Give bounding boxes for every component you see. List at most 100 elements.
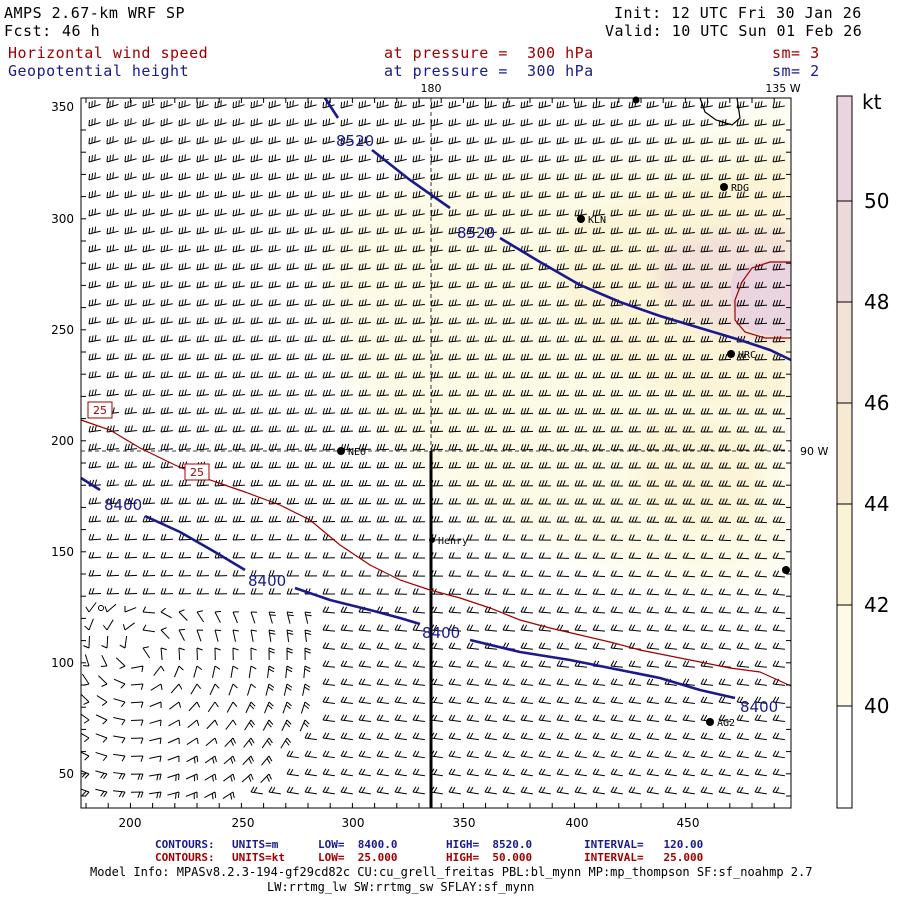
wind-barb-flag <box>145 263 148 270</box>
wind-barb-flag <box>757 642 762 649</box>
wind-barb-flag <box>685 372 689 379</box>
wind-barb-flag <box>361 101 364 108</box>
wind-barb-flag <box>271 101 273 108</box>
wind-barb-flag <box>646 102 649 109</box>
wind-barb-staff <box>412 412 426 415</box>
wind-barb-flag <box>778 173 781 180</box>
wind-barb-flag <box>718 246 722 253</box>
wind-barb-flag <box>490 100 493 107</box>
wind-barb-flag <box>544 154 547 161</box>
wind-barb-flag <box>382 226 385 234</box>
wind-barb-flag <box>196 444 200 451</box>
wind-barb-flag <box>145 173 148 180</box>
wind-barb-flag <box>700 714 705 721</box>
wind-barb-flag <box>610 624 615 631</box>
wind-barb-flag <box>538 318 542 325</box>
wind-barb-flag <box>448 390 452 397</box>
wind-barb-flag <box>292 262 295 270</box>
wind-barb-flag <box>382 172 385 179</box>
wind-barb-flag <box>358 408 362 415</box>
wind-barb-flag <box>343 678 348 685</box>
wind-barb-flag <box>112 316 115 323</box>
wind-barb-flag <box>130 371 133 378</box>
wind-barb-flag <box>682 300 686 307</box>
wind-barb-flag <box>289 443 293 450</box>
wind-barb-staff <box>574 647 587 650</box>
wind-barb-staff <box>700 159 713 163</box>
wind-barb-flag <box>754 210 757 217</box>
wind-barb-flag <box>646 534 650 541</box>
wind-barb-flag <box>310 443 314 450</box>
wind-barb-flag <box>271 119 274 126</box>
wind-barb-flag <box>184 244 187 251</box>
wind-barb-staff <box>610 249 623 253</box>
wind-barb-flag <box>718 444 722 451</box>
wind-barb-flag <box>556 228 559 235</box>
wind-barb-flag <box>703 209 706 216</box>
wind-barb-flag <box>304 719 310 725</box>
wind-barb-flag <box>358 264 361 271</box>
wind-barb-flag <box>112 244 115 251</box>
wind-barb-flag <box>454 172 457 179</box>
wind-barb-flag <box>577 353 581 360</box>
wind-barb-flag <box>238 497 242 504</box>
wind-barb-flag <box>652 371 656 378</box>
wind-barb-flag <box>304 686 310 691</box>
wind-barb-flag <box>307 479 311 486</box>
wind-barb-flag <box>598 263 601 270</box>
wind-barb-flag <box>436 461 440 468</box>
wind-barb-staff <box>610 611 623 614</box>
wind-barb-staff <box>88 602 97 613</box>
wind-barb-staff <box>142 611 156 614</box>
wind-barb-flag <box>541 227 544 234</box>
wind-barb-flag <box>232 354 235 361</box>
wind-barb-flag <box>127 588 131 595</box>
wind-barb-staff <box>664 719 677 723</box>
wind-barb-flag <box>466 192 469 199</box>
wind-barb-flag <box>145 209 148 216</box>
wind-barb-staff <box>232 140 245 145</box>
wind-barb-flag <box>778 209 781 216</box>
wind-barb-flag <box>520 462 524 469</box>
wind-barb-flag <box>196 588 200 595</box>
wind-barb-flag <box>274 425 278 432</box>
wind-barb-flag <box>94 461 97 468</box>
wind-barb-flag <box>274 371 277 378</box>
wind-barb-flag <box>448 354 452 361</box>
wind-barb-flag <box>415 462 419 469</box>
wind-barb-flag <box>574 642 579 649</box>
wind-barb-flag <box>775 570 780 577</box>
wind-barb-flag <box>94 515 98 522</box>
wind-barb-flag <box>130 298 133 305</box>
wind-barb-flag <box>217 335 220 342</box>
wind-barb-flag <box>754 660 759 667</box>
wind-barb-flag <box>415 425 419 432</box>
wind-barb-flag <box>166 479 170 486</box>
wind-barb-flag <box>112 262 115 269</box>
level-geopotential: at pressure = 300 hPa <box>384 62 594 80</box>
wind-barb-flag <box>109 533 113 540</box>
wind-barb-flag <box>454 299 457 306</box>
wind-barb-flag <box>538 642 543 649</box>
wind-barb-staff <box>250 539 264 541</box>
wind-barb-staff <box>106 484 119 487</box>
wind-barb-flag <box>361 209 364 216</box>
wind-barb-flag <box>706 462 710 469</box>
wind-barb-flag <box>109 173 112 180</box>
wind-barb-flag <box>472 245 475 252</box>
shade-48kt <box>730 260 791 336</box>
wind-barb-flag <box>613 714 618 721</box>
wind-barb-flag <box>700 390 704 397</box>
wind-barb-flag <box>127 137 129 144</box>
wind-barb-staff <box>574 304 587 307</box>
wind-barb-flag <box>148 172 150 179</box>
wind-barb-flag <box>628 192 631 199</box>
wind-barb-flag <box>358 642 363 649</box>
wind-barb-flag <box>613 335 617 342</box>
wind-barb-flag <box>94 425 97 432</box>
wind-barb-flag <box>544 425 548 432</box>
wind-barb-flag <box>490 461 494 468</box>
wind-barb-flag <box>613 155 616 162</box>
wind-barb-flag <box>613 353 617 360</box>
wind-barb-flag <box>418 371 422 378</box>
